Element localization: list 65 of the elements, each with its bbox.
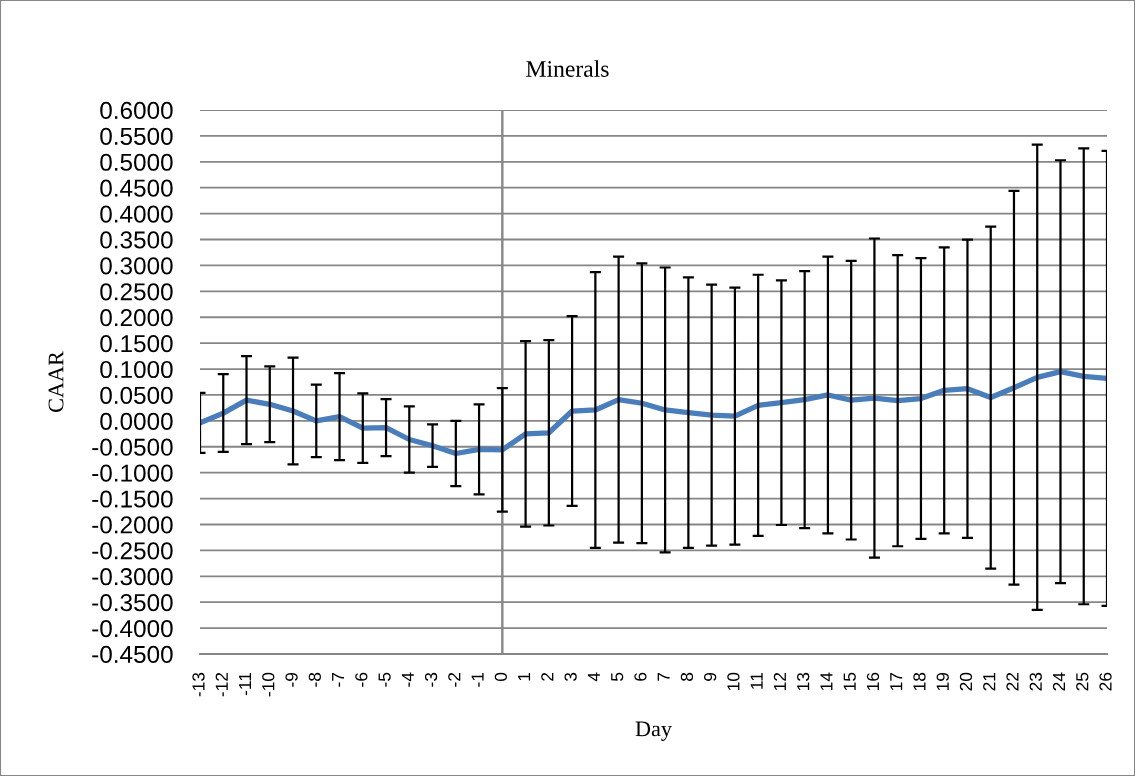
y-tick-label: 0.1500	[100, 334, 173, 353]
y-tick-label: 0.2500	[100, 283, 173, 301]
x-tick-label: 24	[1052, 672, 1065, 691]
y-tick-label: -0.4500	[92, 645, 173, 664]
x-tick-label: -9	[285, 672, 298, 687]
x-tick-label: 3	[564, 672, 577, 682]
x-tick-label: -1	[471, 672, 484, 687]
y-tick-label: -0.3000	[92, 568, 173, 586]
x-tick-label: 20	[959, 672, 973, 691]
x-tick-label: 26	[1099, 672, 1112, 691]
x-tick-label: -6	[355, 672, 368, 687]
x-tick-label: -5	[378, 672, 391, 687]
x-tick-label: -11	[239, 672, 251, 696]
y-tick-label: 0.2000	[100, 309, 173, 327]
x-tick-label: 2	[541, 672, 554, 681]
x-tick-label: 12	[773, 672, 786, 691]
x-tick-label: 8	[680, 672, 694, 681]
y-tick-label: -0.3500	[92, 594, 173, 612]
y-tick-label: 0.1000	[100, 360, 173, 379]
x-tick-label: 25	[1076, 672, 1089, 691]
x-tick-label: 22	[1006, 672, 1019, 691]
x-tick-label: -10	[262, 672, 275, 697]
y-tick-label: 0.5000	[100, 153, 173, 171]
x-tick-label: 7	[657, 672, 670, 681]
x-tick-label: -12	[215, 672, 228, 697]
x-tick-label: 16	[866, 672, 880, 691]
x-tick-label: 13	[797, 672, 810, 691]
x-tick-label: 10	[727, 672, 740, 691]
x-tick-label: 14	[820, 672, 833, 691]
x-tick-label: 9	[704, 672, 717, 681]
y-tick-label: 0.6000	[100, 101, 173, 120]
y-tick-label: 0.3500	[100, 231, 173, 249]
y-axis-title: CAAR	[48, 351, 64, 412]
y-tick-label: -0.1000	[92, 464, 173, 482]
x-tick-label: -13	[192, 672, 205, 697]
y-tick-label: 0.0500	[100, 386, 173, 404]
x-tick-label: 19	[936, 672, 949, 691]
x-tick-label: 1	[518, 672, 531, 681]
x-tick-label: 5	[611, 672, 624, 682]
x-tick-label: 11	[750, 672, 763, 689]
x-tick-label: 15	[843, 672, 856, 691]
x-tick-label: -4	[401, 672, 414, 687]
y-tick-label: -0.2000	[92, 516, 173, 534]
y-tick-label: 0.0000	[100, 412, 173, 430]
y-tick-label: 0.3000	[100, 257, 173, 275]
x-tick-label: -7	[332, 672, 345, 687]
y-tick-label: 0.4000	[100, 205, 173, 223]
x-tick-label: -3	[424, 672, 438, 687]
chart-title: Minerals	[526, 60, 609, 77]
x-tick-label: 21	[983, 672, 996, 691]
y-tick-label: 0.4500	[100, 179, 173, 197]
x-tick-label: -8	[308, 672, 321, 687]
x-tick-label: -2	[448, 672, 461, 687]
x-tick-label: 6	[634, 672, 647, 681]
x-tick-label: 0	[494, 672, 507, 682]
x-axis-title: Day	[635, 721, 672, 741]
x-tick-label: 17	[890, 672, 903, 691]
x-tick-label: 23	[1029, 672, 1042, 691]
y-tick-label: -0.2500	[92, 542, 173, 560]
x-tick-label: 18	[913, 672, 926, 691]
y-tick-label: -0.4000	[92, 619, 173, 638]
y-tick-label: -0.1500	[92, 490, 173, 508]
y-tick-label: -0.0500	[92, 438, 173, 456]
y-tick-label: 0.5500	[100, 127, 173, 145]
x-tick-label: 4	[587, 672, 600, 682]
